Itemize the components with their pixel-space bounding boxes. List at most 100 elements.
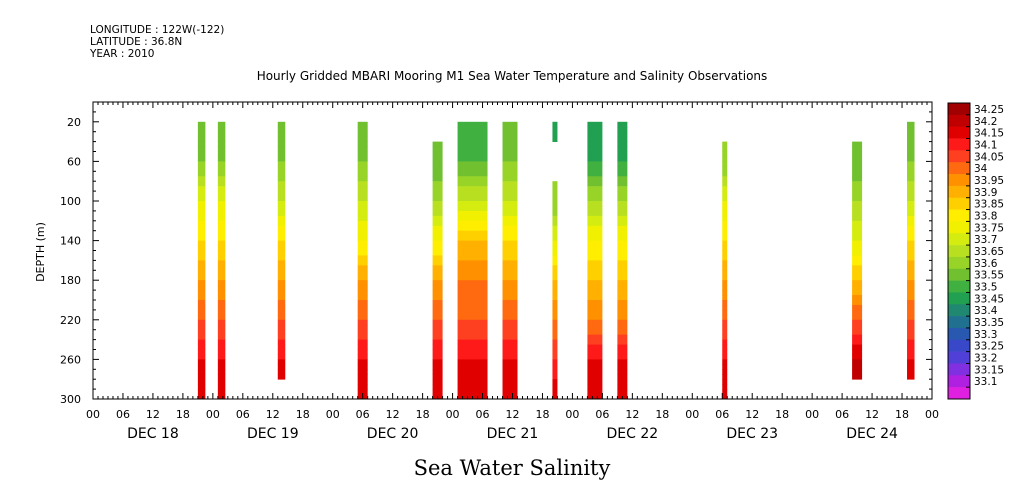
data-cell xyxy=(502,250,518,256)
data-cell xyxy=(197,225,206,232)
data-cell xyxy=(502,344,518,350)
data-cell xyxy=(432,205,443,212)
colorbar-label: 33.1 xyxy=(974,376,997,388)
data-cell xyxy=(457,191,488,197)
x-tick-label: 00 xyxy=(805,408,819,421)
data-cell xyxy=(907,265,915,271)
data-cell xyxy=(277,300,286,306)
data-cell xyxy=(432,156,443,162)
data-cell xyxy=(277,364,286,370)
data-cell xyxy=(617,339,628,345)
colorbar-swatch xyxy=(948,387,970,400)
data-cell xyxy=(457,270,488,276)
data-cell xyxy=(552,309,558,316)
data-cell xyxy=(852,295,863,301)
y-tick-label: 20 xyxy=(67,116,81,129)
data-cell xyxy=(552,354,558,360)
colorbar-label: 33.75 xyxy=(974,222,1004,234)
data-cell xyxy=(722,275,728,281)
data-cell xyxy=(357,280,368,286)
chart-subtitle: Sea Water Salinity xyxy=(414,456,611,480)
data-cell xyxy=(197,166,206,172)
data-cell xyxy=(277,270,286,276)
data-cell xyxy=(197,210,206,217)
x-tick-label: 12 xyxy=(865,408,879,421)
data-cell xyxy=(217,309,226,316)
data-cell xyxy=(907,235,915,241)
data-cell xyxy=(217,136,226,142)
colorbar-swatch xyxy=(948,304,970,317)
data-cell xyxy=(502,126,518,133)
data-cell xyxy=(277,176,286,182)
data-cell xyxy=(722,344,728,350)
data-cell xyxy=(217,334,226,340)
colorbar-swatch xyxy=(948,327,970,341)
data-cell xyxy=(457,359,488,365)
data-cell xyxy=(552,131,558,138)
colorbar-swatch xyxy=(948,150,970,163)
data-cell xyxy=(587,215,603,222)
x-tick-label: 18 xyxy=(655,408,669,421)
data-cell xyxy=(852,304,863,311)
data-cell xyxy=(852,339,863,345)
data-cell xyxy=(277,215,286,222)
data-cell xyxy=(197,379,206,385)
data-cell xyxy=(722,171,728,177)
data-cell xyxy=(457,131,488,138)
data-cell xyxy=(457,161,488,167)
data-cell xyxy=(357,196,368,202)
data-cell xyxy=(852,210,863,217)
data-cell xyxy=(502,359,518,365)
data-cell xyxy=(457,225,488,232)
data-cell xyxy=(197,339,206,345)
data-cell xyxy=(277,329,286,336)
data-cell xyxy=(617,384,628,390)
data-cell xyxy=(617,205,628,212)
data-cell xyxy=(722,186,728,192)
data-cell xyxy=(217,359,226,365)
data-cell xyxy=(432,314,443,321)
colorbar-label: 33.45 xyxy=(974,293,1004,305)
data-cell xyxy=(217,141,226,147)
data-cell xyxy=(552,319,558,326)
data-cell xyxy=(587,181,603,187)
data-cell xyxy=(502,245,518,251)
colorbar: 34.2534.234.1534.134.053433.9533.933.853… xyxy=(947,102,1004,400)
data-cell xyxy=(357,156,368,162)
data-cell xyxy=(722,225,728,232)
data-cell xyxy=(217,280,226,286)
data-cell xyxy=(552,349,558,355)
data-cell xyxy=(197,344,206,350)
data-cell xyxy=(357,359,368,365)
data-cell xyxy=(357,166,368,172)
x-tick-label: 06 xyxy=(356,408,370,421)
data-cell xyxy=(552,240,558,246)
year-label: YEAR : 2010 xyxy=(90,48,155,60)
data-cell xyxy=(852,344,863,350)
data-cell xyxy=(502,171,518,177)
data-cell xyxy=(357,210,368,217)
data-cell xyxy=(722,210,728,217)
data-cell xyxy=(432,344,443,350)
data-cell xyxy=(852,181,863,187)
data-cell xyxy=(197,354,206,360)
data-cell xyxy=(852,220,863,227)
data-cell xyxy=(432,309,443,316)
data-cell xyxy=(197,260,206,266)
data-cell xyxy=(457,181,488,187)
data-cell xyxy=(432,304,443,311)
data-cell xyxy=(197,121,206,128)
data-cell xyxy=(357,384,368,390)
colorbar-label: 33.8 xyxy=(974,210,997,222)
data-cell xyxy=(617,161,628,167)
data-cell xyxy=(502,205,518,212)
data-cell xyxy=(502,349,518,355)
data-cell xyxy=(722,324,728,331)
data-cell xyxy=(457,339,488,345)
data-cell xyxy=(852,255,863,261)
data-cell xyxy=(432,339,443,345)
data-cell xyxy=(217,349,226,355)
data-cell xyxy=(722,329,728,336)
colorbar-label: 33.4 xyxy=(974,305,998,317)
data-cell xyxy=(502,260,518,266)
